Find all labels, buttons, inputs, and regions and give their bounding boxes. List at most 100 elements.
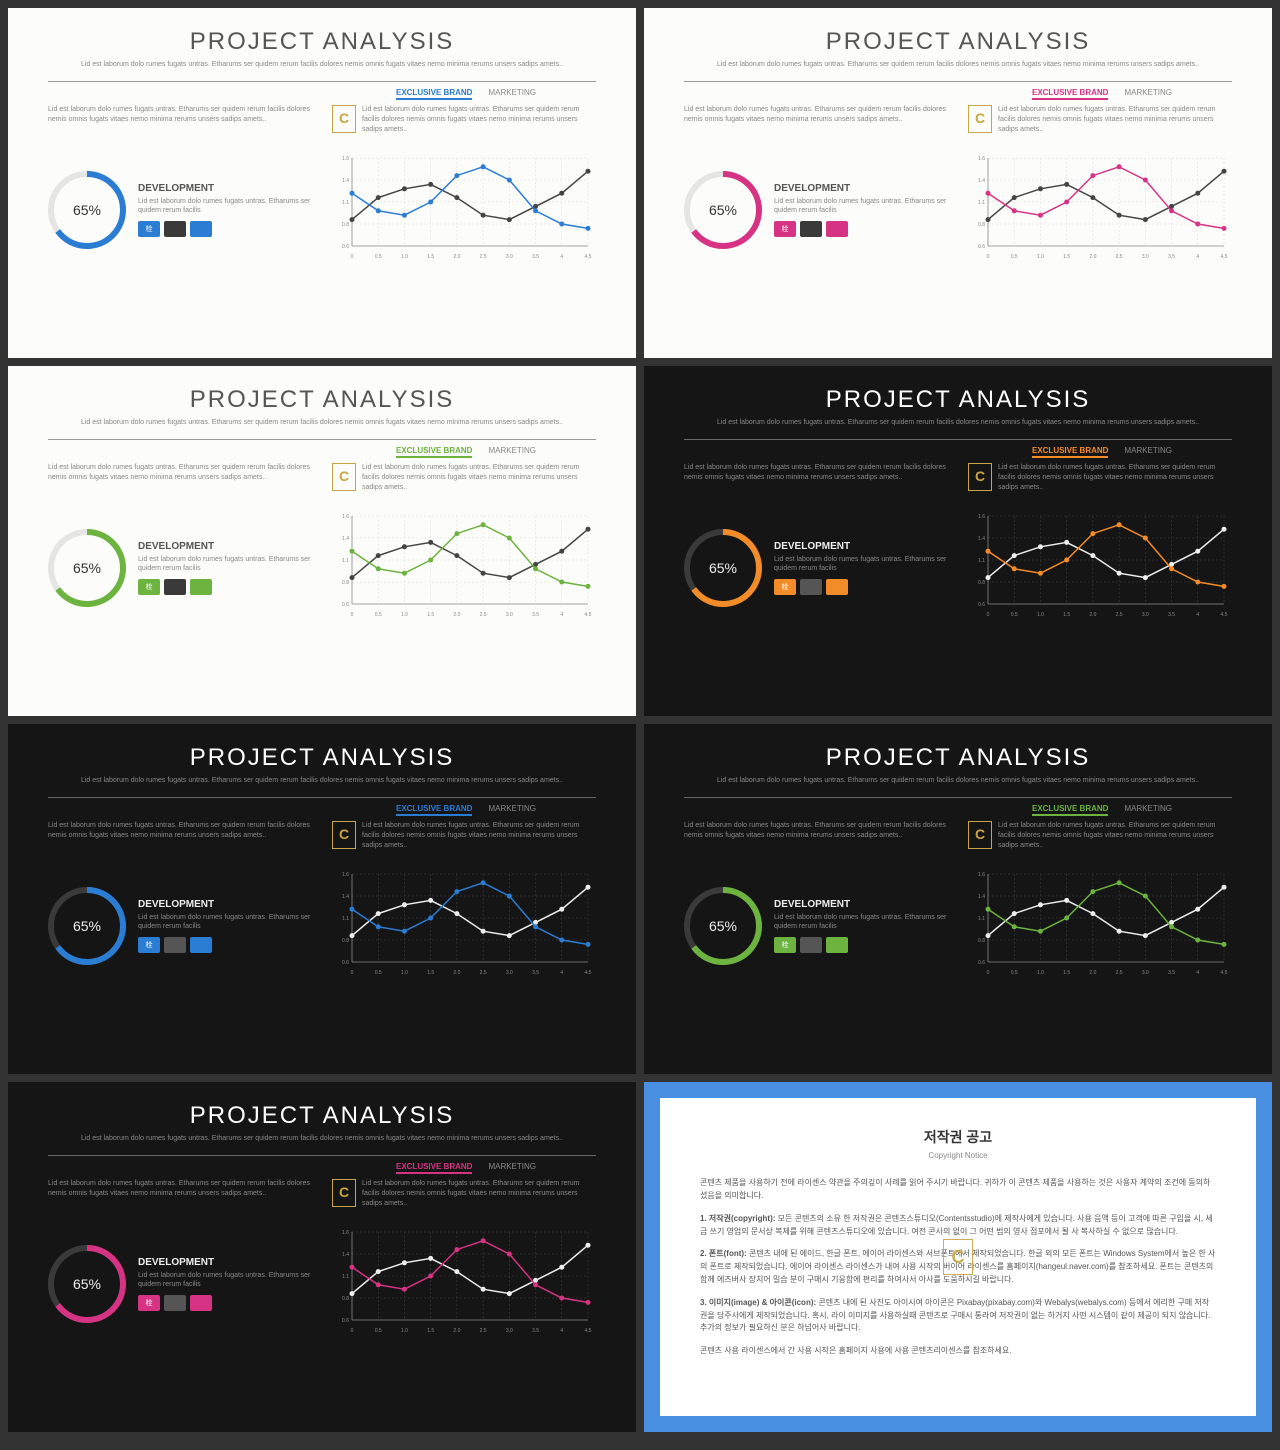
- svg-text:2.0: 2.0: [1089, 970, 1096, 976]
- swatches: 栓: [138, 937, 312, 953]
- brand-logo-icon: C: [332, 821, 356, 849]
- svg-text:1.1: 1.1: [978, 916, 985, 922]
- column-1-text: Lid est laborum dolo rumes fugats untras…: [684, 105, 948, 134]
- divider: [684, 439, 1232, 440]
- dev-text: Lid est laborum dolo rumes fugats untras…: [138, 197, 312, 215]
- svg-text:1.6: 1.6: [978, 514, 985, 520]
- svg-text:0.6: 0.6: [342, 960, 349, 966]
- tab-exclusive-brand[interactable]: EXCLUSIVE BRAND: [1032, 446, 1108, 455]
- svg-text:1.0: 1.0: [1037, 970, 1044, 976]
- svg-text:1.5: 1.5: [427, 612, 434, 618]
- slide-title: PROJECT ANALYSIS: [684, 386, 1232, 414]
- svg-text:0: 0: [987, 612, 990, 618]
- column-2-text: Lid est laborum dolo rumes fugats untras…: [332, 1179, 596, 1208]
- slide-subtitle: Lid est laborum dolo rumes fugats untras…: [48, 1134, 596, 1143]
- svg-text:3.0: 3.0: [1142, 970, 1149, 976]
- svg-text:0: 0: [987, 970, 990, 976]
- svg-text:1.1: 1.1: [342, 1274, 349, 1280]
- tab-marketing[interactable]: MARKETING: [488, 1162, 536, 1171]
- tab-marketing[interactable]: MARKETING: [488, 804, 536, 813]
- slide-title: PROJECT ANALYSIS: [48, 744, 596, 772]
- svg-text:0.8: 0.8: [342, 222, 349, 228]
- tabs: EXCLUSIVE BRAND MARKETING: [48, 446, 596, 455]
- tab-marketing[interactable]: MARKETING: [1124, 446, 1172, 455]
- svg-text:0: 0: [351, 612, 354, 618]
- svg-text:1.5: 1.5: [1063, 612, 1070, 618]
- svg-text:0.5: 0.5: [1011, 254, 1018, 260]
- dev-text: Lid est laborum dolo rumes fugats untras…: [138, 913, 312, 931]
- svg-text:2.5: 2.5: [480, 254, 487, 260]
- tabs: EXCLUSIVE BRAND MARKETING: [48, 804, 596, 813]
- column-2-text: Lid est laborum dolo rumes fugats untras…: [968, 463, 1232, 492]
- donut-percent-label: 65%: [684, 529, 762, 607]
- tab-exclusive-brand[interactable]: EXCLUSIVE BRAND: [396, 446, 472, 455]
- tab-exclusive-brand[interactable]: EXCLUSIVE BRAND: [1032, 804, 1108, 813]
- swatch-3: [826, 937, 848, 953]
- svg-text:3.5: 3.5: [1168, 970, 1175, 976]
- tab-exclusive-brand[interactable]: EXCLUSIVE BRAND: [396, 88, 472, 97]
- divider: [48, 81, 596, 82]
- brand-logo-icon: C: [943, 1239, 973, 1275]
- svg-text:0: 0: [987, 254, 990, 260]
- column-2-text: Lid est laborum dolo rumes fugats untras…: [332, 463, 596, 492]
- svg-text:3.5: 3.5: [532, 254, 539, 260]
- tab-marketing[interactable]: MARKETING: [488, 88, 536, 97]
- tab-marketing[interactable]: MARKETING: [488, 446, 536, 455]
- donut-chart: 65%: [684, 529, 762, 607]
- divider: [684, 797, 1232, 798]
- dev-title: DEVELOPMENT: [138, 899, 312, 910]
- swatch-1: 栓: [774, 937, 796, 953]
- swatch-1: 栓: [774, 579, 796, 595]
- svg-text:3.0: 3.0: [1142, 612, 1149, 618]
- svg-text:1.4: 1.4: [342, 536, 349, 542]
- divider: [48, 1155, 596, 1156]
- svg-text:3.0: 3.0: [1142, 254, 1149, 260]
- svg-text:4: 4: [1196, 612, 1199, 618]
- donut-percent-label: 65%: [48, 529, 126, 607]
- tab-exclusive-brand[interactable]: EXCLUSIVE BRAND: [396, 804, 472, 813]
- svg-text:3.5: 3.5: [1168, 612, 1175, 618]
- svg-text:1.6: 1.6: [978, 872, 985, 878]
- column-2-text: Lid est laborum dolo rumes fugats untras…: [332, 821, 596, 850]
- swatch-2: [800, 221, 822, 237]
- svg-text:2.5: 2.5: [1116, 612, 1123, 618]
- column-2: C Lid est laborum dolo rumes fugats untr…: [968, 105, 1232, 134]
- dev-title: DEVELOPMENT: [774, 541, 948, 552]
- donut-chart: 65%: [48, 1245, 126, 1323]
- slide-subtitle: Lid est laborum dolo rumes fugats untras…: [684, 776, 1232, 785]
- svg-text:1.1: 1.1: [978, 558, 985, 564]
- swatch-2: [800, 579, 822, 595]
- donut-chart: 65%: [48, 171, 126, 249]
- donut-chart: 65%: [684, 887, 762, 965]
- notice-subtitle: Copyright Notice: [700, 1150, 1216, 1163]
- divider: [684, 81, 1232, 82]
- svg-text:2.5: 2.5: [480, 612, 487, 618]
- svg-text:4: 4: [1196, 254, 1199, 260]
- svg-text:3.5: 3.5: [1168, 254, 1175, 260]
- tab-exclusive-brand[interactable]: EXCLUSIVE BRAND: [396, 1162, 472, 1171]
- svg-text:2.5: 2.5: [480, 970, 487, 976]
- line-chart: 00.51.01.52.02.53.03.544.50.60.81.11.41.…: [968, 152, 1232, 262]
- notice-title: 저작권 공고: [700, 1126, 1216, 1148]
- column-2-text: Lid est laborum dolo rumes fugats untras…: [968, 821, 1232, 850]
- svg-text:2.0: 2.0: [1089, 254, 1096, 260]
- svg-text:0.5: 0.5: [375, 612, 382, 618]
- tab-marketing[interactable]: MARKETING: [1124, 804, 1172, 813]
- slide: PROJECT ANALYSIS Lid est laborum dolo ru…: [8, 366, 636, 716]
- tab-marketing[interactable]: MARKETING: [1124, 88, 1172, 97]
- svg-text:0.6: 0.6: [978, 960, 985, 966]
- notice-p1: 콘텐츠 제품을 사용하기 전에 라이센스 약관을 주의깊이 사례를 읽어 주시기…: [700, 1177, 1216, 1203]
- svg-text:4: 4: [560, 970, 563, 976]
- divider: [48, 439, 596, 440]
- slide-title: PROJECT ANALYSIS: [48, 386, 596, 414]
- swatches: 栓: [138, 221, 312, 237]
- swatches: 栓: [138, 579, 312, 595]
- tabs: EXCLUSIVE BRAND MARKETING: [684, 804, 1232, 813]
- slide-title: PROJECT ANALYSIS: [48, 1102, 596, 1130]
- tab-exclusive-brand[interactable]: EXCLUSIVE BRAND: [1032, 88, 1108, 97]
- svg-text:1.6: 1.6: [342, 514, 349, 520]
- svg-text:1.5: 1.5: [1063, 254, 1070, 260]
- line-chart: 00.51.01.52.02.53.03.544.50.60.81.11.41.…: [332, 1226, 596, 1336]
- divider: [48, 797, 596, 798]
- svg-text:2.5: 2.5: [1116, 970, 1123, 976]
